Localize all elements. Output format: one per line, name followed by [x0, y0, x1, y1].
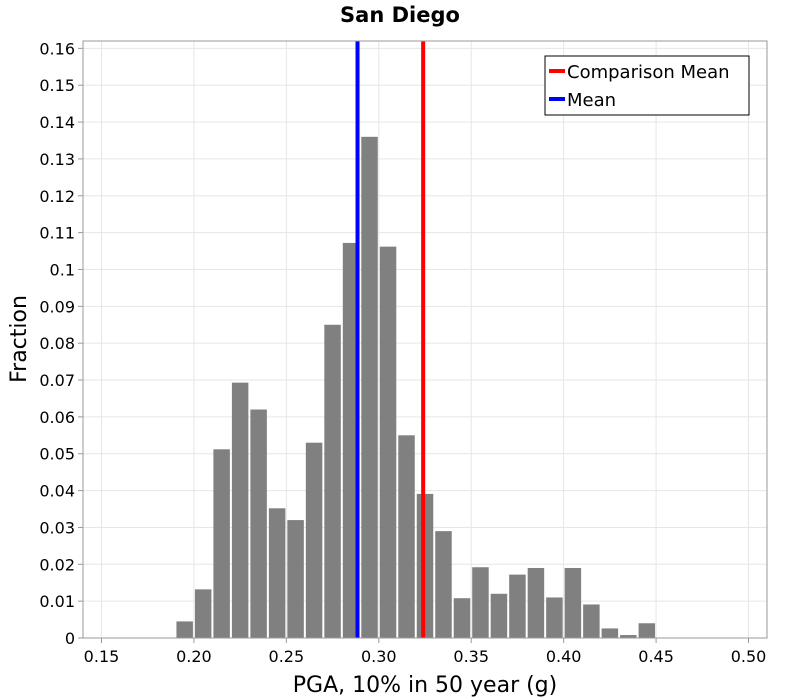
histogram-bar: [213, 449, 230, 638]
histogram-bar: [453, 598, 471, 638]
x-tick-label: 0.45: [638, 647, 674, 666]
y-tick-label: 0: [65, 629, 75, 648]
x-tick-label: 0.30: [361, 647, 397, 666]
y-tick-label: 0.05: [39, 445, 75, 464]
x-axis-ticks: 0.15 0.20 0.25 0.30 0.35 0.40 0.45 0.50: [84, 638, 767, 666]
y-tick-label: 0.02: [39, 555, 75, 574]
legend-entry: Mean: [567, 90, 616, 111]
y-tick-label: 0.01: [39, 592, 75, 611]
y-tick-label: 0.11: [39, 224, 75, 243]
histogram-bar: [435, 531, 452, 638]
y-tick-label: 0.15: [39, 76, 75, 95]
y-tick-label: 0.03: [39, 518, 75, 537]
histogram-bar: [250, 409, 267, 638]
x-axis-label: PGA, 10% in 50 year (g): [293, 673, 557, 698]
y-tick-label: 0.14: [39, 113, 75, 132]
y-tick-label: 0.04: [39, 482, 75, 501]
histogram-bar: [472, 567, 489, 638]
x-tick-label: 0.15: [84, 647, 120, 666]
y-tick-label: 0.07: [39, 371, 75, 390]
histogram-bar: [268, 508, 286, 638]
mean-lines: [355, 41, 426, 638]
x-tick-label: 0.25: [269, 647, 305, 666]
histogram-bar: [601, 628, 619, 638]
x-tick-label: 0.20: [176, 647, 212, 666]
histogram-bar: [620, 635, 637, 638]
x-tick-label: 0.35: [453, 647, 489, 666]
y-tick-label: 0.06: [39, 408, 75, 427]
histogram-bar: [583, 604, 600, 638]
histogram-bar: [194, 589, 212, 638]
x-tick-label: 0.40: [546, 647, 582, 666]
y-tick-label: 0.13: [39, 150, 75, 169]
histogram-bar: [564, 567, 582, 638]
y-tick-label: 0.09: [39, 297, 75, 316]
y-tick-label: 0.1: [50, 260, 75, 279]
legend: Comparison Mean Mean: [544, 55, 750, 116]
histogram-bar: [527, 567, 545, 638]
histogram-bars: [176, 136, 656, 638]
histogram-bar: [287, 520, 304, 638]
histogram-bar: [176, 621, 193, 638]
histogram-bar: [361, 136, 378, 638]
y-axis-label: Fraction: [7, 295, 32, 383]
chart-title: San Diego: [340, 3, 460, 27]
histogram-bar: [231, 382, 249, 638]
histogram-bar: [379, 246, 397, 638]
y-tick-label: 0.12: [39, 187, 75, 206]
plot-frame: [82, 40, 768, 639]
histogram-bar: [638, 623, 656, 638]
x-tick-label: 0.50: [731, 647, 767, 666]
histogram-bar: [398, 435, 415, 638]
histogram-bar: [324, 324, 341, 638]
histogram-bar: [490, 593, 508, 638]
histogram-bar: [546, 597, 563, 638]
y-tick-label: 0.08: [39, 334, 75, 353]
histogram-bar: [305, 442, 323, 638]
histogram-bar: [342, 242, 360, 638]
legend-entry: Comparison Mean: [567, 62, 730, 83]
y-axis-ticks: 0 0.01 0.02 0.03 0.04 0.05 0.06 0.07 0.08 0.09 0.1…: [39, 39, 83, 648]
histogram-bar: [509, 574, 526, 638]
y-tick-label: 0.16: [39, 39, 75, 58]
legend-box: [544, 55, 750, 116]
